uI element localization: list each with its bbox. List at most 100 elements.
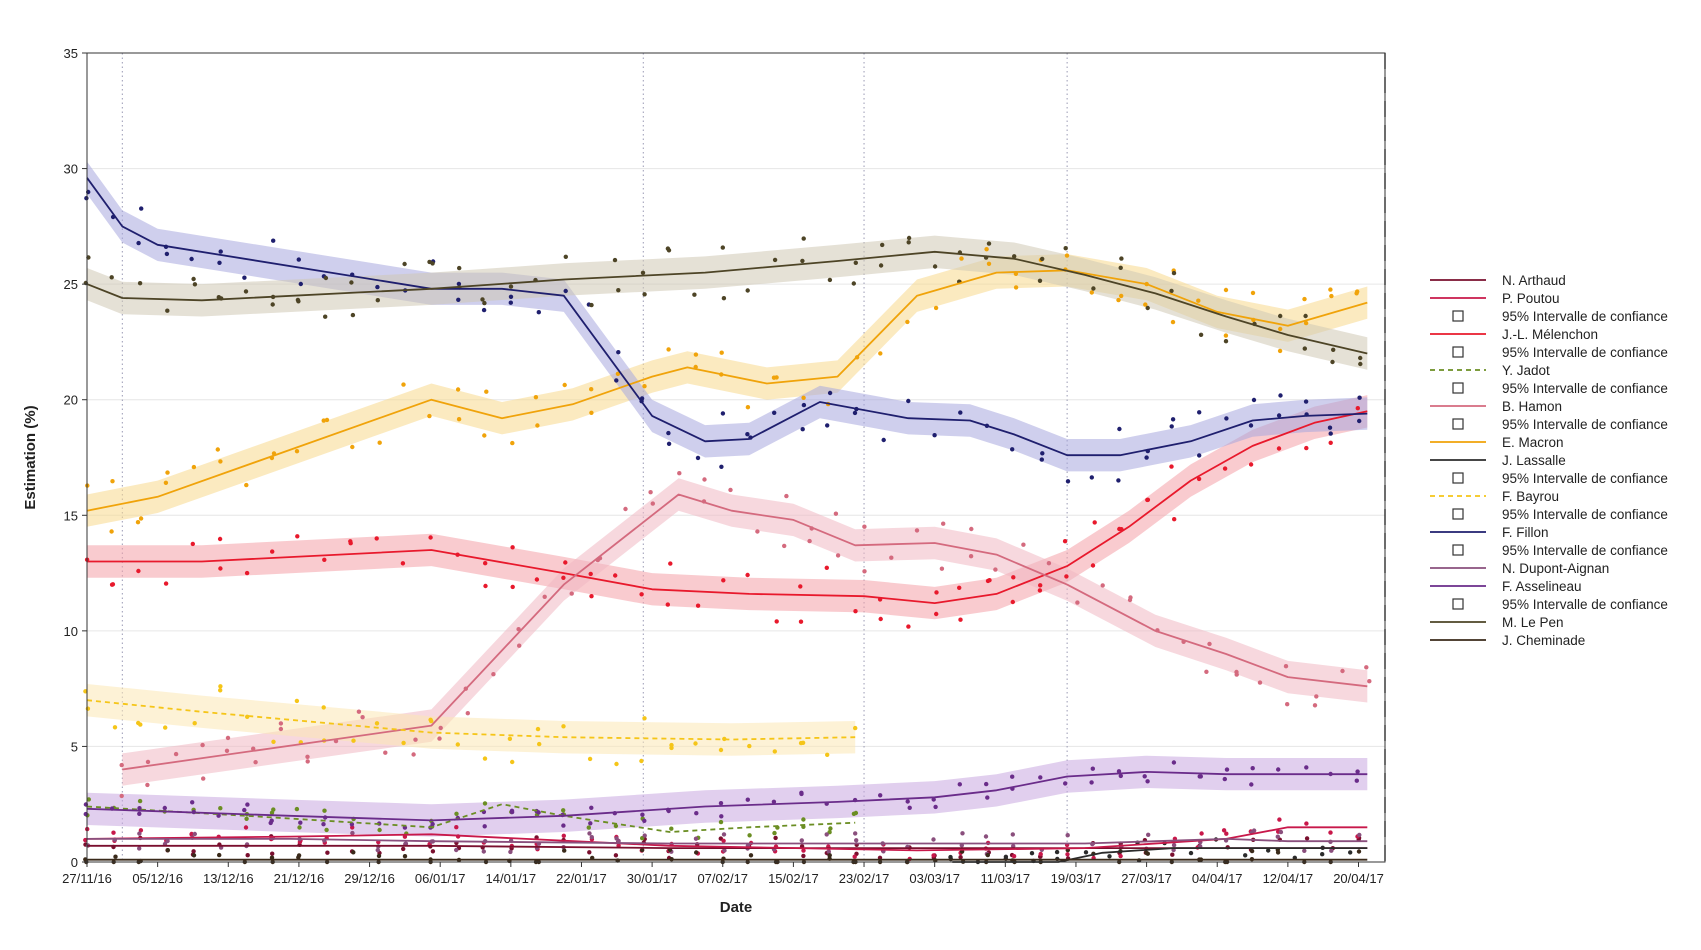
poll-point-m-le-pen — [1303, 313, 1308, 319]
poll-point-f-fillon — [1197, 410, 1202, 415]
poll-point-f-bayrou — [718, 747, 724, 753]
poll-point-b-hamon — [413, 737, 418, 742]
poll-point-f-asselineau — [268, 820, 273, 826]
poll-point-m-le-pen — [666, 248, 672, 253]
poll-point-m-le-pen — [270, 302, 275, 307]
poll-point-e-macron — [878, 351, 883, 356]
poll-point-j-l-m-lenchon — [1064, 574, 1069, 579]
poll-point-n-arthaud — [245, 853, 250, 858]
legend-label: 95% Intervalle de confiance — [1502, 417, 1668, 432]
poll-point-e-macron — [642, 384, 647, 389]
poll-point-n-arthaud — [613, 853, 619, 858]
poll-point-f-bayrou — [537, 741, 542, 747]
x-tick-label: 27/11/16 — [62, 871, 112, 886]
poll-point-f-fillon — [720, 411, 726, 416]
y-tick-label: 0 — [71, 855, 78, 870]
poll-point-f-asselineau — [321, 822, 326, 827]
poll-point-f-fillon — [1197, 453, 1202, 458]
poll-point-j-cheminade — [827, 853, 832, 858]
poll-point-m-le-pen — [508, 284, 514, 289]
poll-point-j-cheminade — [1145, 851, 1151, 856]
poll-point-f-bayrou — [772, 749, 777, 754]
poll-point-p-poutou — [801, 848, 806, 853]
poll-point-f-asselineau — [482, 824, 487, 829]
x-tick-label: 06/01/17 — [415, 871, 466, 886]
poll-point-f-bayrou — [614, 761, 619, 767]
poll-point-y-jadot — [454, 811, 459, 816]
poll-point-f-bayrou — [218, 688, 223, 693]
poll-point-f-bayrou — [374, 721, 380, 726]
poll-point-f-asselineau — [1354, 778, 1360, 783]
poll-point-f-bayrou — [535, 726, 541, 732]
confidence-band-f-fillon — [87, 161, 1368, 472]
poll-point-b-hamon — [623, 506, 628, 512]
poll-point-m-le-pen — [1040, 256, 1045, 262]
poll-point-m-le-pen — [986, 241, 992, 246]
poll-point-j-l-m-lenchon — [1145, 497, 1150, 503]
confidence-band-m-le-pen — [87, 235, 1368, 370]
poll-point-n-dupont-aignan — [137, 846, 142, 851]
poll-point-e-macron — [1119, 293, 1124, 299]
y-tick-label: 15 — [64, 508, 78, 523]
poll-point-f-asselineau — [1145, 779, 1150, 784]
poll-point-p-poutou — [1011, 854, 1017, 859]
poll-point-m-le-pen — [165, 308, 170, 313]
poll-point-n-dupont-aignan — [854, 838, 859, 843]
poll-point-b-hamon — [1021, 542, 1026, 547]
poll-point-j-l-m-lenchon — [136, 568, 141, 574]
poll-point-j-lassalle — [1320, 852, 1325, 857]
poll-point-f-bayrou — [351, 738, 356, 743]
poll-point-e-macron — [109, 529, 114, 534]
poll-point-e-macron — [801, 395, 806, 400]
poll-point-b-hamon — [542, 594, 547, 599]
poll-point-b-hamon — [305, 754, 310, 759]
poll-point-b-hamon — [941, 521, 946, 526]
poll-point-j-cheminade — [113, 854, 118, 859]
poll-point-n-dupont-aignan — [481, 849, 486, 854]
poll-point-j-l-m-lenchon — [958, 617, 963, 622]
y-tick-label: 35 — [64, 46, 78, 61]
poll-point-e-macron — [324, 417, 330, 423]
poll-point-b-hamon — [305, 759, 310, 764]
legend-label: 95% Intervalle de confiance — [1502, 543, 1668, 558]
poll-point-b-hamon — [411, 752, 416, 757]
poll-point-b-hamon — [200, 742, 205, 748]
poll-point-m-le-pen — [1119, 256, 1124, 261]
trend-line-b-hamon — [122, 493, 1368, 771]
poll-point-n-dupont-aignan — [403, 841, 409, 846]
poll-point-m-le-pen — [616, 288, 621, 293]
poll-point-j-l-m-lenchon — [1037, 588, 1043, 593]
poll-point-f-asselineau — [694, 811, 699, 816]
poll-point-b-hamon — [1312, 703, 1318, 708]
x-tick-label: 27/03/17 — [1121, 871, 1172, 886]
poll-point-f-asselineau — [1038, 775, 1043, 780]
poll-point-f-asselineau — [430, 821, 435, 827]
poll-point-f-bayrou — [455, 742, 460, 747]
poll-point-f-fillon — [563, 288, 568, 294]
poll-point-m-le-pen — [1063, 246, 1068, 251]
poll-point-e-macron — [693, 352, 699, 357]
poll-point-m-le-pen — [772, 257, 778, 263]
poll-point-j-lassalle — [1029, 851, 1035, 856]
poll-point-b-hamon — [807, 538, 812, 544]
confidence-band-b-hamon — [122, 478, 1368, 786]
poll-point-f-fillon — [1251, 397, 1257, 403]
poll-point-m-le-pen — [642, 292, 647, 297]
poll-point-e-macron — [1143, 302, 1148, 307]
poll-point-f-fillon — [695, 455, 701, 461]
poll-point-f-bayrou — [510, 759, 515, 765]
poll-point-e-macron — [321, 418, 326, 423]
poll-point-n-dupont-aignan — [722, 848, 727, 853]
poll-point-n-dupont-aignan — [1171, 842, 1177, 848]
poll-point-e-macron — [244, 482, 249, 488]
poll-point-f-bayrou — [401, 740, 406, 746]
poll-point-p-poutou — [852, 854, 857, 859]
poll-point-f-fillon — [745, 432, 750, 437]
poll-point-n-dupont-aignan — [983, 834, 989, 839]
poll-point-e-macron — [933, 305, 939, 311]
poll-point-m-le-pen — [1012, 254, 1017, 259]
x-tick-label: 15/02/17 — [768, 871, 819, 886]
poll-point-f-fillon — [906, 398, 911, 404]
x-tick-label: 19/03/17 — [1051, 871, 1102, 886]
x-tick-label: 04/04/17 — [1192, 871, 1243, 886]
